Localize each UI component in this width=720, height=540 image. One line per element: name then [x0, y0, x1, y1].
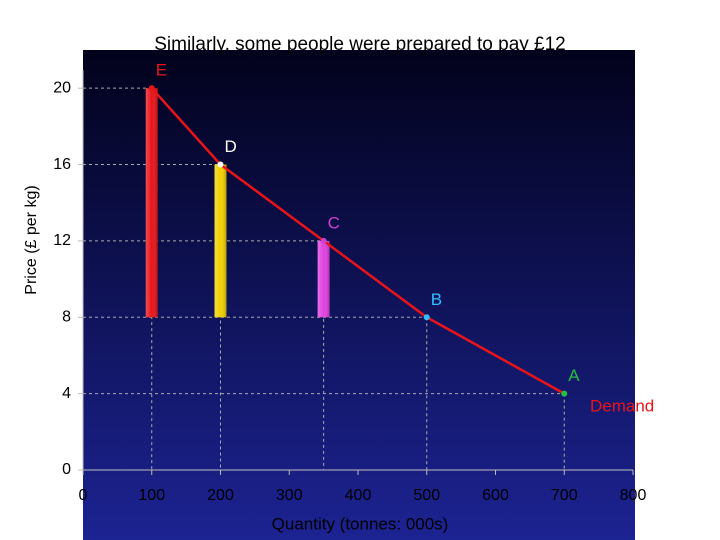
x-tick-label: 600	[482, 487, 509, 504]
x-tick-label: 300	[276, 487, 303, 504]
point	[423, 314, 430, 321]
chart-title: Similarly, some people were prepared to …	[154, 34, 566, 55]
point-label: B	[431, 290, 442, 309]
y-tick-label: 16	[53, 156, 71, 173]
point-label: D	[225, 137, 237, 156]
y-axis-label: Price (£ per kg)	[23, 185, 40, 294]
point	[217, 161, 224, 168]
x-tick-label: 700	[551, 487, 578, 504]
point-label: A	[568, 366, 580, 385]
x-tick-label: 200	[207, 487, 234, 504]
bar-shade	[145, 88, 158, 318]
bar-shade	[317, 240, 330, 318]
point	[320, 237, 327, 244]
x-axis-label: Quantity (tonnes: 000s)	[272, 514, 449, 533]
x-tick-label: 500	[413, 487, 440, 504]
y-tick-label: 12	[53, 232, 71, 249]
bar-shade	[214, 164, 227, 318]
point-label: E	[156, 61, 167, 80]
point-label: C	[328, 213, 340, 232]
y-tick-label: 4	[62, 385, 71, 402]
legend-label: Demand	[590, 396, 654, 415]
x-tick-label: 100	[138, 487, 165, 504]
x-tick-label: 800	[620, 487, 647, 504]
y-tick-label: 0	[62, 461, 71, 478]
y-tick-label: 8	[62, 308, 71, 325]
x-tick-label: 400	[345, 487, 372, 504]
point	[148, 85, 155, 92]
x-tick-label: 0	[79, 487, 88, 504]
plot-background	[83, 50, 635, 540]
point	[561, 390, 568, 397]
y-tick-label: 20	[53, 79, 71, 96]
